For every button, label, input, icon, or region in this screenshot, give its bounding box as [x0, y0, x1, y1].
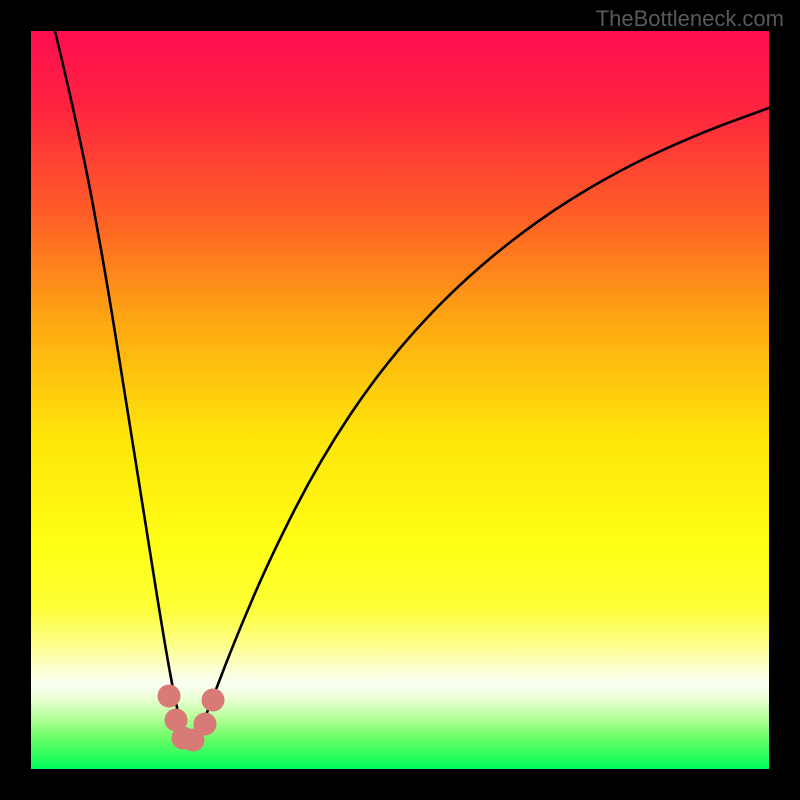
- marker-point: [202, 689, 224, 711]
- bottleneck-chart: [0, 0, 800, 800]
- watermark-text: TheBottleneck.com: [596, 6, 784, 32]
- gradient-background: [31, 31, 769, 769]
- marker-point: [158, 685, 180, 707]
- marker-point: [194, 713, 216, 735]
